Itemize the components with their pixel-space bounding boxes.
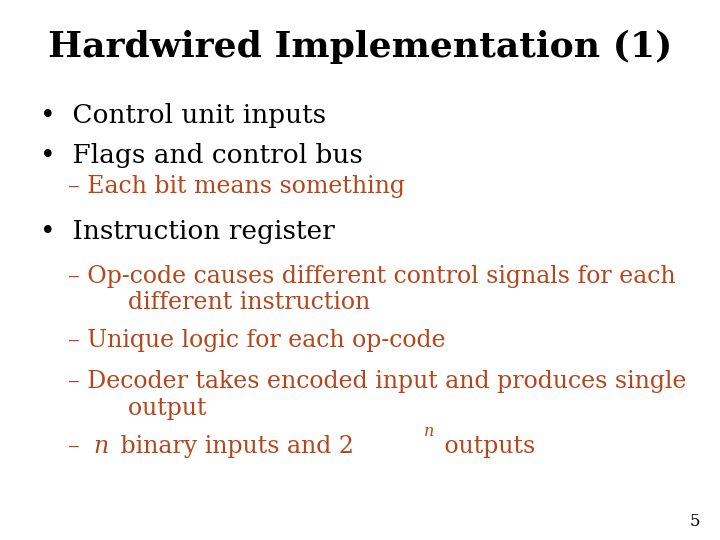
Text: •  Flags and control bus: • Flags and control bus <box>40 143 362 168</box>
Text: n: n <box>424 423 434 440</box>
Text: – Each bit means something: – Each bit means something <box>68 176 405 199</box>
Text: – Unique logic for each op-code: – Unique logic for each op-code <box>68 329 446 353</box>
Text: – Op-code causes different control signals for each
        different instructio: – Op-code causes different control signa… <box>68 265 676 314</box>
Text: – Decoder takes encoded input and produces single
        output: – Decoder takes encoded input and produc… <box>68 370 687 420</box>
Text: •  Instruction register: • Instruction register <box>40 219 334 244</box>
Text: –: – <box>68 435 88 458</box>
Text: binary inputs and 2: binary inputs and 2 <box>113 435 354 458</box>
Text: •  Control unit inputs: • Control unit inputs <box>40 103 325 127</box>
Text: outputs: outputs <box>437 435 536 458</box>
Text: 5: 5 <box>689 514 700 530</box>
Text: n: n <box>93 435 109 458</box>
Text: Hardwired Implementation (1): Hardwired Implementation (1) <box>48 30 672 64</box>
